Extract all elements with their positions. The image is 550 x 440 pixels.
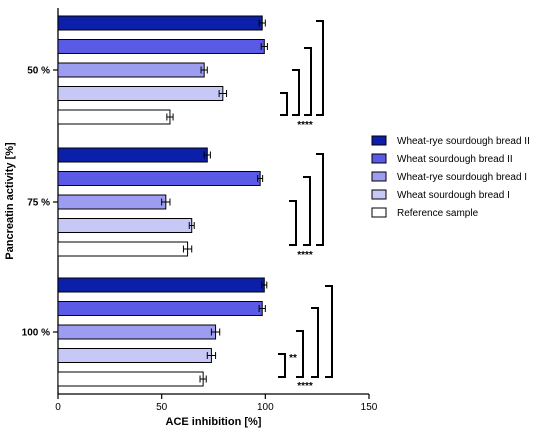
significance-bracket [280,92,288,116]
y-tick-label: 100 % [22,328,50,339]
y-axis-title: Pancreatin activity [%] [4,142,16,260]
significance-bracket [316,20,324,116]
x-tick-label: 0 [55,402,61,413]
y-tick-label: 50 % [27,66,50,77]
y-tick-label: 75 % [27,198,50,209]
significance-pair-label: ** [289,353,297,364]
significance-label: **** [297,250,313,261]
significance-bracket [289,200,297,246]
significance-bracket [303,176,311,246]
bar [57,15,263,31]
bar [57,62,205,78]
bar [57,86,224,101]
legend-label: Wheat-rye sourdough bread II [397,136,530,147]
x-tick-label: 50 [156,402,168,413]
significance-bracket [316,153,324,246]
legend-swatch [371,189,387,200]
bar [57,301,263,316]
bar [57,39,265,54]
bar [57,109,171,125]
significance-label: **** [297,381,313,392]
x-tick-label: 100 [257,402,274,413]
bar [57,194,167,210]
bar [57,218,193,233]
bar [57,277,265,293]
legend-swatch [371,135,387,146]
significance-bracket [278,353,286,378]
legend-swatch [371,153,387,164]
legend-label: Wheat sourdough bread II [397,154,513,165]
bar [57,348,212,363]
legend-label: Reference sample [397,208,479,219]
x-tick-label: 150 [361,402,378,413]
x-axis-title: ACE inhibition [%] [166,416,262,428]
bar [57,147,208,163]
significance-bracket [325,285,333,378]
significance-bracket [304,47,312,116]
legend-swatch [371,207,387,218]
bar [57,171,261,186]
significance-bracket [296,330,304,378]
bar [57,371,204,387]
legend-label: Wheat-rye sourdough bread I [397,172,527,183]
bar [57,241,189,257]
significance-label: **** [297,120,313,131]
legend-swatch [371,171,387,182]
legend-label: Wheat sourdough bread I [397,190,510,201]
bar [57,324,217,340]
significance-bracket [292,69,300,116]
significance-bracket [311,307,319,378]
